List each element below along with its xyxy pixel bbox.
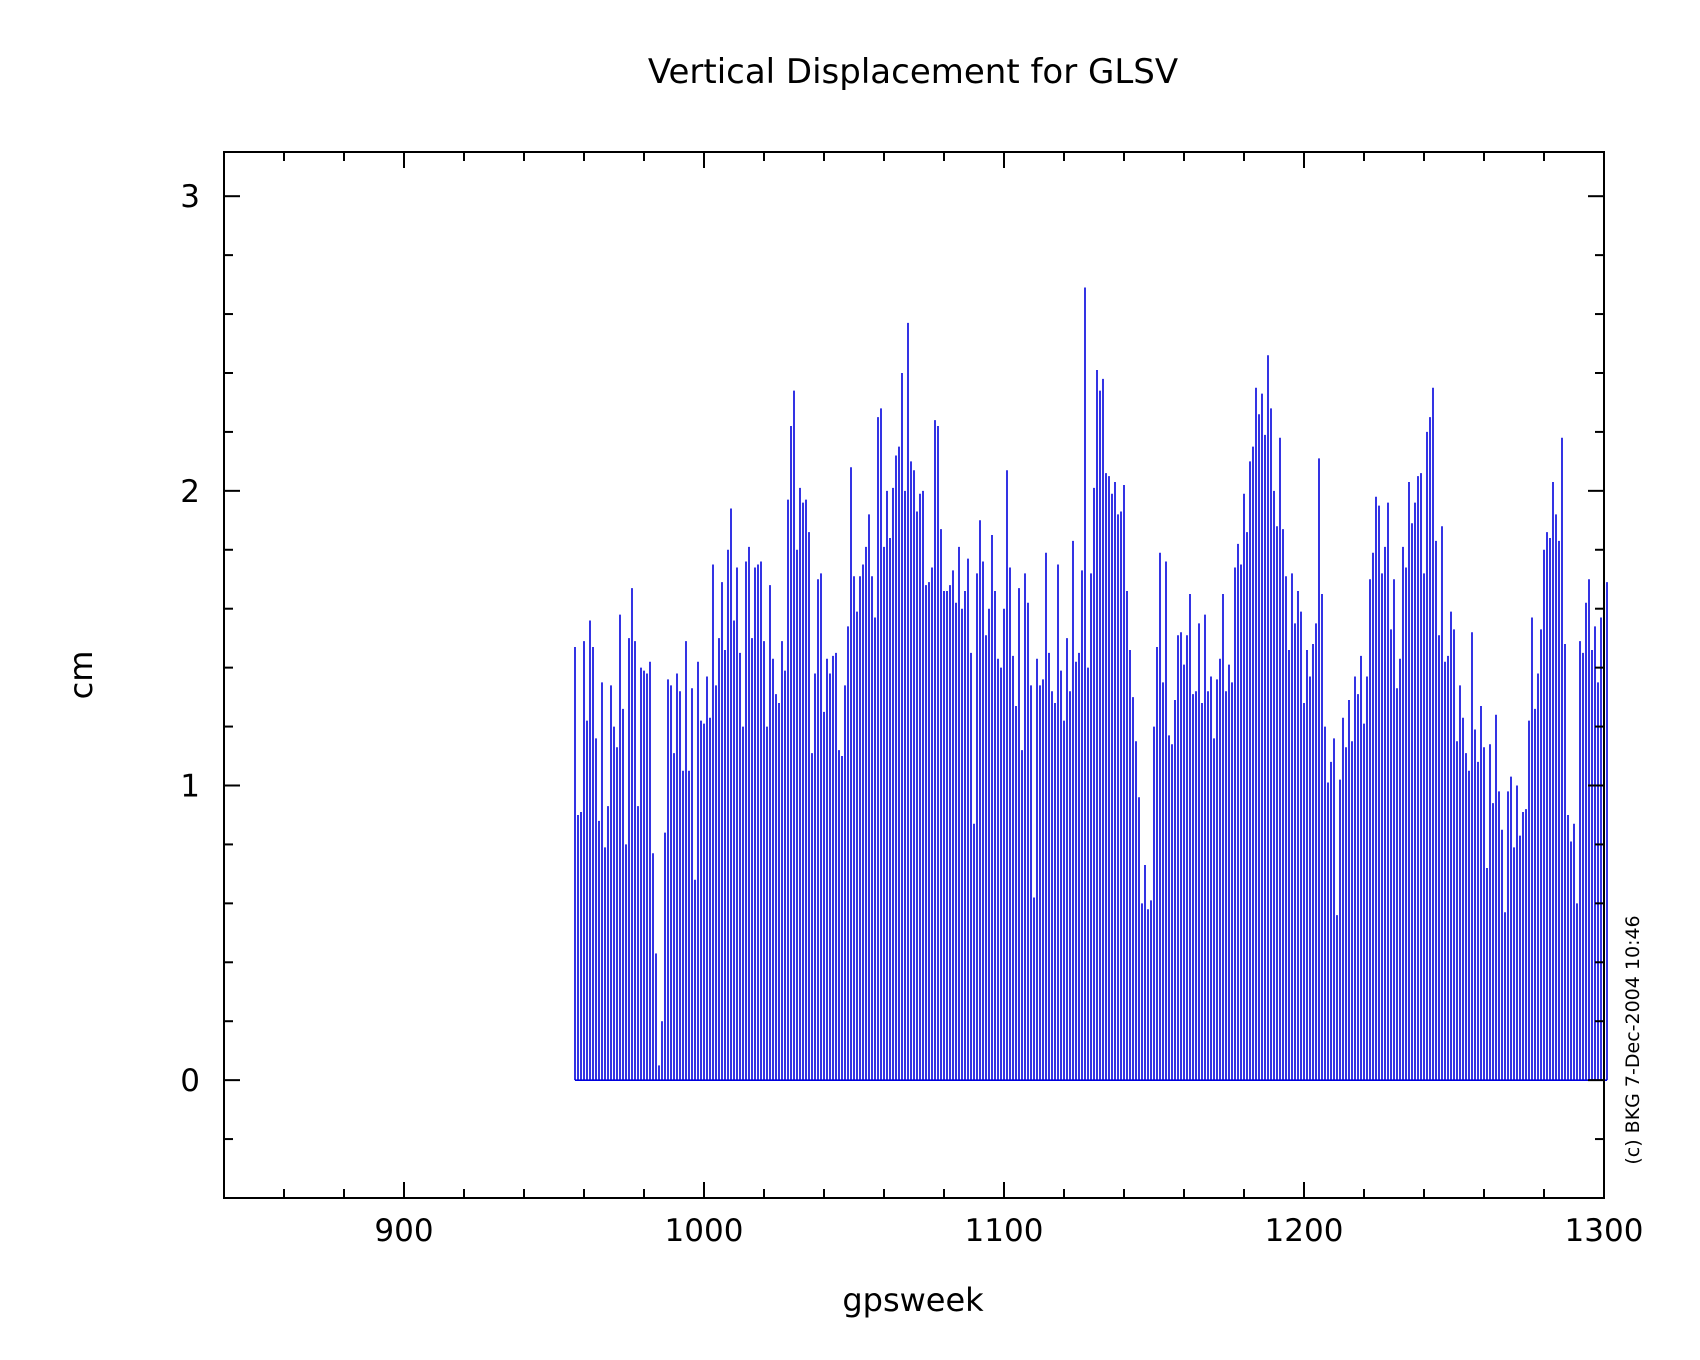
- x-tick-label: 1200: [1265, 1213, 1344, 1249]
- y-tick-labels: 0 1 2 3: [180, 179, 200, 1099]
- y-tick-label: 1: [180, 768, 200, 804]
- plot-frame: [223, 151, 1605, 1199]
- y-tick-label: 0: [180, 1063, 200, 1099]
- x-tick-label: 1000: [665, 1213, 744, 1249]
- y-axis-label: cm: [62, 651, 100, 700]
- chart-title: Vertical Displacement for GLSV: [648, 52, 1178, 92]
- bar-group: [574, 287, 1608, 1081]
- credit-text: (c) BKG 7-Dec-2004 10:46: [1622, 915, 1644, 1164]
- x-axis-label: gpsweek: [842, 1281, 984, 1319]
- y-tick-label: 3: [180, 179, 200, 215]
- y-tick-label: 2: [180, 474, 200, 510]
- x-tick-label: 1100: [965, 1213, 1044, 1249]
- x-tick-label: 1300: [1565, 1213, 1644, 1249]
- x-tick-labels: 900 1000 1100 1200 1300: [374, 1213, 1643, 1249]
- x-tick-label: 900: [374, 1213, 433, 1249]
